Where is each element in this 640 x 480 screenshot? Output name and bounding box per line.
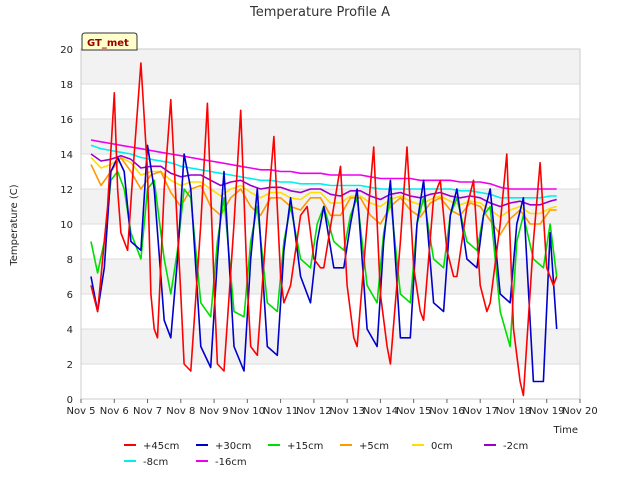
legend-item: +15cm [268, 441, 323, 452]
y-tick-label: 18 [60, 80, 73, 91]
x-tick-label: Nov 11 [263, 406, 298, 417]
legend-item: 0cm [412, 441, 453, 452]
x-tick-label: Nov 10 [230, 406, 265, 417]
x-tick-label: Nov 8 [166, 406, 195, 417]
x-tick-label: Nov 6 [100, 406, 129, 417]
x-tick-label: Nov 20 [562, 406, 597, 417]
legend-item: -16cm [196, 457, 247, 468]
plot-band [81, 49, 580, 84]
badge-text: GT_met [87, 38, 129, 49]
y-tick-label: 12 [60, 185, 73, 196]
y-tick-label: 8 [67, 255, 73, 266]
plot-band [81, 364, 580, 399]
series-line-0cm [90, 156, 557, 218]
legend-label: -16cm [215, 457, 247, 468]
x-tick-label: Nov 16 [429, 406, 464, 417]
legend-label: -2cm [503, 441, 528, 452]
legend-item: -2cm [484, 441, 528, 452]
series-line-minus8cm [90, 144, 557, 199]
y-axis-label: Temperature (C) [9, 184, 20, 266]
x-tick-label: Nov 7 [133, 406, 162, 417]
site-badge: GT_met [81, 32, 138, 51]
y-tick-label: 16 [60, 115, 73, 126]
legend-label: +15cm [287, 441, 323, 452]
plot-band [81, 84, 580, 119]
y-tick-label: 6 [67, 290, 73, 301]
series-line-plus15cm [90, 170, 558, 348]
plot-band [81, 329, 580, 364]
y-tick-label: 4 [67, 325, 73, 336]
series-line-plus5cm [90, 156, 557, 236]
plot-frame [80, 48, 581, 400]
legend-label: 0cm [431, 441, 453, 452]
legend-item: -8cm [124, 457, 168, 468]
chart-title: Temperature Profile A [249, 5, 390, 20]
y-tick-label: 20 [60, 45, 73, 56]
legend: +45cm +30cm +15cm +5cm 0cm -2cm -8cm -16cm [124, 441, 528, 468]
legend-label: -8cm [143, 457, 168, 468]
legend-label: +45cm [143, 441, 179, 452]
y-tick-label: 0 [67, 395, 73, 406]
series-layer [90, 62, 558, 397]
legend-item: +5cm [340, 441, 389, 452]
x-tick-label: Nov 19 [529, 406, 564, 417]
legend-label: +5cm [359, 441, 389, 452]
x-tick-label: Nov 13 [329, 406, 364, 417]
y-tick-label: 14 [60, 150, 73, 161]
y-tick-label: 10 [60, 220, 73, 231]
series-line-minus16cm [90, 139, 557, 190]
x-tick-label: Nov 5 [66, 406, 95, 417]
badge-box [81, 32, 138, 51]
series-line-minus2cm [90, 153, 557, 208]
plot-band [81, 259, 580, 294]
plot-bands [81, 49, 580, 399]
x-tick-label: Nov 9 [200, 406, 229, 417]
x-tick-label: Nov 17 [462, 406, 497, 417]
legend-label: +30cm [215, 441, 251, 452]
y-tick-labels: 0 2 4 6 8 10 12 14 16 18 20 [60, 45, 73, 406]
x-tick-label: Nov 18 [496, 406, 531, 417]
x-tick-label: Nov 12 [296, 406, 331, 417]
y-tick-label: 2 [67, 360, 73, 371]
x-tick-label: Nov 15 [396, 406, 431, 417]
x-tick-label: Nov 14 [363, 406, 398, 417]
plot-band [81, 119, 580, 154]
series-line-plus45cm [90, 62, 558, 397]
x-axis-label: Time [553, 425, 578, 436]
legend-item: +30cm [196, 441, 251, 452]
legend-item: +45cm [124, 441, 179, 452]
